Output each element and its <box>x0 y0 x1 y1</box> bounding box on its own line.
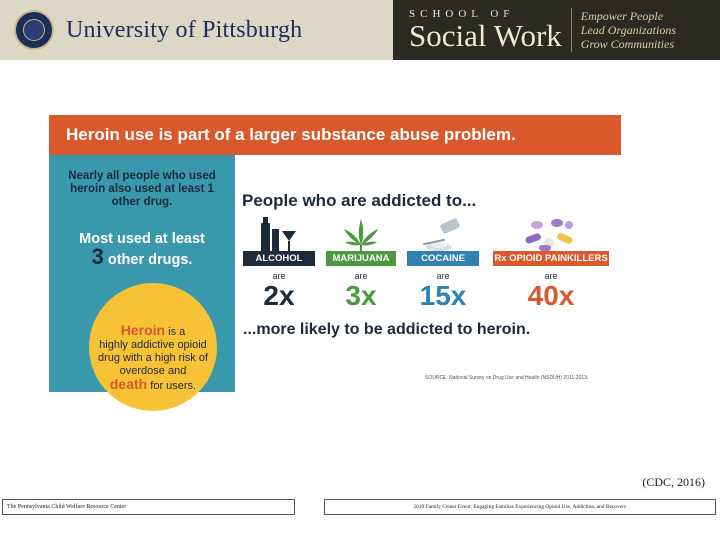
pitt-banner: University of Pittsburgh <box>0 0 393 60</box>
callout-highlight-death: death <box>110 376 147 392</box>
left-mid-text: Most used at least 3 other drugs. <box>59 231 225 269</box>
university-seal-icon <box>14 10 54 50</box>
banner-divider <box>571 8 572 52</box>
left-top-text: Nearly all people who used heroin also u… <box>59 170 225 209</box>
left-mid-big-number: 3 <box>92 244 104 269</box>
right-panel-heading: People who are addicted to... <box>242 191 476 211</box>
callout-line3: for users. <box>150 380 196 392</box>
callout-line1: is a <box>168 326 185 338</box>
multiplier-cocaine: 15x <box>407 279 479 313</box>
school-banner: SCHOOL OF Social Work Empower People Lea… <box>393 0 720 60</box>
school-name-main: Social Work <box>409 20 562 52</box>
footer-right: 2019 Family Center Event: Engaging Famil… <box>324 499 716 515</box>
source-note: SOURCE: National Survey on Drug Use and … <box>425 375 588 381</box>
bottom-conclusion-text: ...more likely to be addicted to heroin. <box>243 321 530 339</box>
drug-label-alcohol: ALCOHOL <box>243 251 315 266</box>
right-panel: People who are addicted to... ALCOHOL ar… <box>235 155 621 392</box>
slide-header: University of Pittsburgh SCHOOL OF Socia… <box>0 0 720 60</box>
drug-label-marijuana: MARIJUANA <box>326 251 396 266</box>
drug-label-rx-opioid-painkillers: Rx OPIOID PAINKILLERS <box>493 251 609 266</box>
footer-left: The Pennsylvania Child Welfare Resource … <box>2 499 295 515</box>
powder-icon <box>407 215 479 253</box>
school-name: SCHOOL OF Social Work <box>409 8 562 52</box>
heroin-infographic: Heroin use is part of a larger substance… <box>49 115 621 392</box>
callout-highlight-heroin: Heroin <box>121 322 165 338</box>
callout-line2: highly addictive opioid drug with a high… <box>89 339 217 378</box>
pills-icon <box>493 215 609 253</box>
left-panel: Nearly all people who used heroin also u… <box>49 155 235 392</box>
drug-label-cocaine: COCAINE <box>407 251 479 266</box>
bottle-glass-icon <box>243 215 315 253</box>
left-mid-rest: other drugs. <box>108 252 193 268</box>
tagline: Grow Communities <box>581 37 676 51</box>
multiplier-alcohol: 2x <box>243 279 315 313</box>
tagline: Empower People <box>581 9 676 23</box>
cannabis-leaf-icon <box>326 215 396 253</box>
tagline: Lead Organizations <box>581 23 676 37</box>
multiplier-rx-opioid-painkillers: 40x <box>493 279 609 313</box>
citation: (CDC, 2016) <box>642 475 705 490</box>
university-name: University of Pittsburgh <box>66 17 302 44</box>
infographic-title: Heroin use is part of a larger substance… <box>49 115 621 155</box>
heroin-callout-text: Heroin is a highly addictive opioid drug… <box>89 288 217 393</box>
multiplier-marijuana: 3x <box>326 279 396 313</box>
school-taglines: Empower People Lead Organizations Grow C… <box>581 9 676 51</box>
